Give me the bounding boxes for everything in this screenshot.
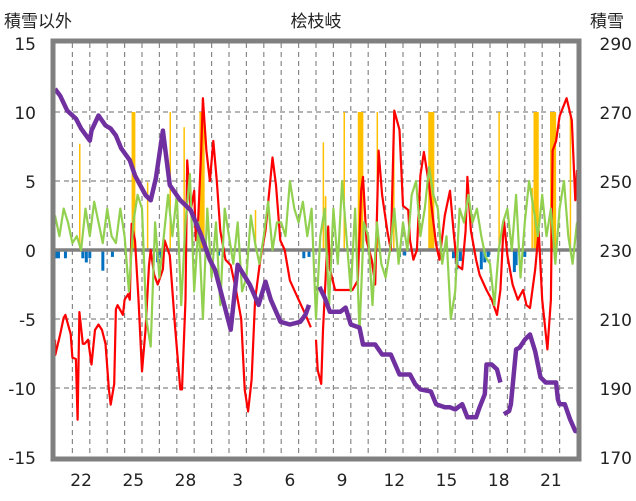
negative-bar <box>63 250 67 259</box>
precip-bar <box>569 112 572 250</box>
x-tick-label: 9 <box>337 471 348 491</box>
left-tick-label: -5 <box>19 311 36 331</box>
x-tick-label: 25 <box>122 471 144 491</box>
precip-bar <box>343 112 345 250</box>
x-tick-label: 18 <box>488 471 510 491</box>
negative-bar <box>101 250 105 271</box>
negative-bar <box>403 250 407 256</box>
right-tick-label: 210 <box>600 311 632 331</box>
negative-bar <box>514 250 518 266</box>
axes: 15 10 5 0 -5 -10 -15 290 270 250 230 210 190 170 22 25 2… <box>8 35 632 491</box>
negative-bar <box>451 250 455 259</box>
negative-bar <box>458 250 462 262</box>
precip-bar <box>393 112 395 250</box>
left-tick-label: 0 <box>25 242 36 262</box>
left-tick-label: -15 <box>8 449 36 469</box>
right-tick-label: 190 <box>600 380 632 400</box>
negative-bar <box>512 250 516 273</box>
right-tick-label: 170 <box>600 449 632 469</box>
precip-bar <box>531 187 533 250</box>
x-tick-label: 12 <box>383 471 405 491</box>
left-tick-label: 5 <box>25 173 36 193</box>
precip-bar <box>498 112 500 250</box>
series-purple-line <box>53 87 578 434</box>
negative-bar <box>523 250 527 257</box>
right-tick-label: 270 <box>600 104 632 124</box>
plot-frame <box>50 38 582 462</box>
negative-bar <box>56 250 60 259</box>
series-green-line <box>53 166 579 348</box>
right-tick-label: 250 <box>600 173 632 193</box>
precip-bar <box>131 112 136 250</box>
right-tick-label: 230 <box>600 242 632 262</box>
x-tick-label: 15 <box>436 471 458 491</box>
negative-bar <box>302 250 306 259</box>
negative-bar <box>84 250 88 263</box>
right-tick-label: 290 <box>600 35 632 55</box>
negative-bar <box>54 250 58 259</box>
left-tick-label: 10 <box>14 104 36 124</box>
x-tick-label: 22 <box>70 471 92 491</box>
precip-bar <box>79 143 81 250</box>
series-red-line <box>53 97 579 421</box>
negative-bar <box>479 250 483 270</box>
negative-bar <box>486 250 490 257</box>
precip-bar <box>254 209 257 250</box>
x-tick-label: 21 <box>540 471 562 491</box>
precip-bar <box>533 112 539 250</box>
series-lines <box>53 87 579 434</box>
x-tick-label: 3 <box>232 471 243 491</box>
negative-bar <box>88 250 92 259</box>
precip-bar <box>183 127 185 250</box>
negative-bar <box>110 250 114 257</box>
x-tick-label: 6 <box>284 471 295 491</box>
negative-bar <box>81 250 85 259</box>
negative-bar <box>307 250 311 257</box>
chart-title: 桧枝岐 <box>291 12 342 32</box>
precip-bar <box>322 142 325 250</box>
precip-bar <box>199 112 205 250</box>
precip-bar <box>357 112 364 250</box>
left-tick-label: -10 <box>8 380 36 400</box>
precip-bar <box>146 182 149 250</box>
x-tick-label: 28 <box>175 471 197 491</box>
right-axis-title: 積雪 <box>590 12 624 32</box>
left-tick-label: 15 <box>14 35 36 55</box>
left-axis-title: 積雪以外 <box>4 12 72 32</box>
